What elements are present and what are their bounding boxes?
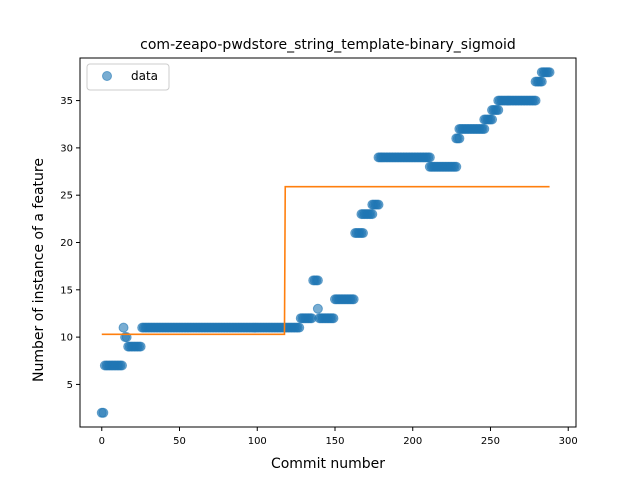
chart-title: com-zeapo-pwdstore_string_template-binar… [140, 37, 516, 53]
x-tick-label-150: 150 [325, 436, 344, 447]
data-point-140 [312, 303, 323, 314]
y-tick-label-35: 35 [60, 96, 73, 107]
y-tick-label-15: 15 [60, 285, 73, 296]
y-tick-label-20: 20 [60, 238, 73, 249]
data-point-1 [98, 407, 109, 418]
x-tick-label-50: 50 [173, 436, 186, 447]
series-group [96, 67, 555, 418]
x-tick-label-300: 300 [559, 436, 578, 447]
data-point-13 [116, 360, 127, 371]
data-point-25 [135, 341, 146, 352]
data-point-127 [294, 322, 305, 333]
data-point-14 [118, 322, 129, 333]
data-point-237 [454, 133, 465, 144]
legend-marker-data [102, 71, 112, 81]
legend-label-data: data [131, 69, 158, 83]
y-tick-label-30: 30 [60, 143, 73, 154]
x-tick-label-250: 250 [481, 436, 500, 447]
legend-frame [86, 63, 170, 91]
data-point-139 [312, 275, 323, 286]
data-point-150 [328, 313, 339, 324]
x-axis-label: Commit number [271, 456, 385, 472]
data-point-265 [493, 105, 504, 116]
x-tick-label-0: 0 [99, 436, 105, 447]
legend: data [86, 63, 170, 91]
data-point-177 [367, 209, 378, 220]
data-point-182 [373, 199, 384, 210]
x-tick-label-100: 100 [248, 436, 267, 447]
data-point-163 [348, 294, 359, 305]
data-point-169 [357, 228, 368, 239]
y-tick-label-25: 25 [60, 191, 73, 202]
data-point-254 [479, 123, 490, 134]
data-point-216 [424, 152, 435, 163]
y-tick-label-5: 5 [67, 380, 73, 391]
fit-line [101, 185, 550, 336]
data-point-295 [536, 76, 547, 87]
data-point-260 [487, 114, 498, 125]
data-point-290 [530, 95, 541, 106]
data-point-301 [544, 67, 555, 78]
data-point-234 [451, 161, 462, 172]
y-axis-label: Number of instance of a feature [31, 158, 47, 382]
plot-area [96, 67, 555, 418]
axes: 0 50 100 150 200 250 300 5 10 15 20 25 30 35 [60, 57, 578, 447]
y-tick-label-10: 10 [60, 333, 73, 344]
x-tick-label-200: 200 [403, 436, 422, 447]
